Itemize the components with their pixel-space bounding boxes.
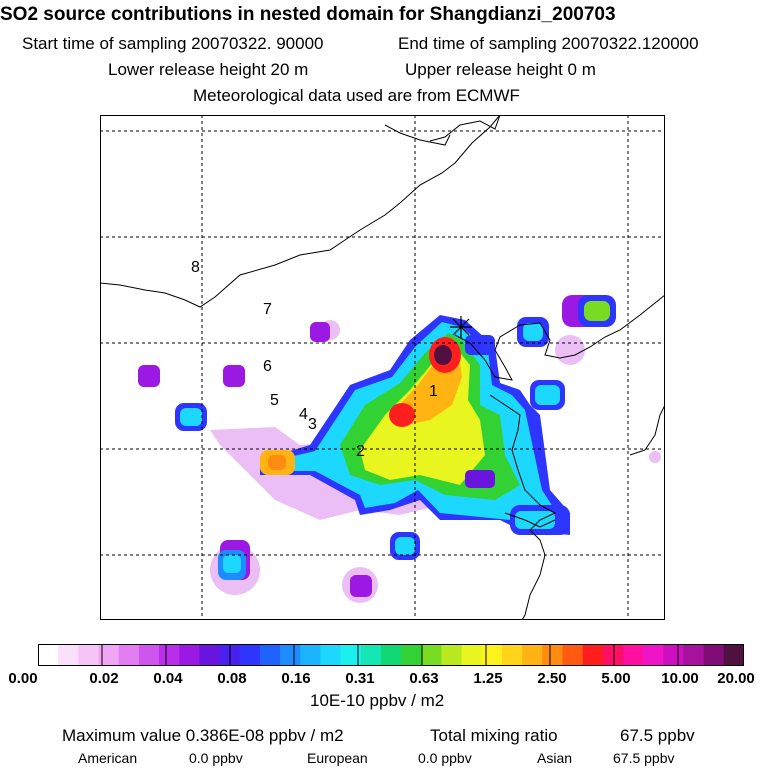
colorbar-swatch: [501, 644, 523, 666]
european-label: European: [307, 750, 368, 766]
colorbar-swatch: [58, 644, 79, 666]
sampling-start-text: Start time of sampling 20070322. 90000: [22, 34, 324, 53]
tick-label: 0.63: [409, 670, 439, 687]
tick-label: 10.00: [661, 670, 699, 687]
grid-lines: [100, 115, 665, 620]
colorbar-swatch: [542, 644, 563, 666]
source-label-1: 1: [429, 383, 438, 400]
colorbar-swatch: [179, 644, 200, 666]
map-panel: 1 2 3 4 5 6 7 8: [100, 115, 665, 620]
source-label-3: 3: [308, 416, 317, 433]
source-label-2: 2: [356, 443, 365, 460]
colorbar-swatches: [37, 644, 745, 666]
colorbar-swatch: [78, 644, 100, 666]
colorbar-swatch: [562, 644, 584, 666]
receptor-marker-icon: [450, 316, 472, 338]
colorbar-swatch: [522, 644, 543, 666]
colorbar-swatch: [643, 644, 664, 666]
sampling-end-text: End time of sampling 20070322.120000: [398, 34, 699, 53]
colorbar-swatch: [259, 644, 281, 666]
colorbar-swatch: [199, 644, 221, 666]
colorbar-swatch: [360, 644, 382, 666]
colorbar-swatch: [602, 644, 624, 666]
colorbar-swatch: [239, 644, 261, 666]
colorbar-swatch: [300, 644, 321, 666]
page-title: SO2 source contributions in nested domai…: [0, 4, 616, 25]
colorbar-swatch: [98, 644, 120, 666]
colorbar-swatch: [159, 644, 180, 666]
american-label: American: [78, 750, 138, 766]
lower-release-text: Lower release height 20 m: [108, 60, 309, 79]
colorbar-swatch: [340, 644, 362, 666]
colorbar-swatch: [723, 644, 745, 666]
colorbar-swatch: [622, 644, 644, 666]
max-value-text: Maximum value 0.386E-08 ppbv / m2: [62, 726, 344, 745]
american-value: 0.0 ppbv: [189, 750, 243, 766]
map-border: [100, 115, 665, 620]
colorbar-swatch: [683, 644, 705, 666]
asian-value: 67.5 ppbv: [613, 750, 675, 766]
source-label-5: 5: [270, 392, 279, 409]
coastlines: [100, 115, 665, 620]
source-label-6: 6: [263, 358, 272, 375]
colorbar-swatch: [118, 644, 140, 666]
tick-label: 0.08: [217, 670, 247, 687]
contribution-map: 1 2 3 4 5 6 7 8: [100, 115, 665, 620]
field-max-core: [434, 345, 452, 365]
colorbar: [37, 644, 745, 666]
tick-label: 0.04: [153, 670, 183, 687]
colorbar-swatch: [138, 644, 160, 666]
tick-label: 5.00: [601, 670, 631, 687]
tick-label: 0.16: [281, 670, 311, 687]
upper-release-text: Upper release height 0 m: [405, 60, 596, 79]
total-mixing-value: 67.5 ppbv: [620, 726, 695, 745]
tick-label: 20.00: [717, 670, 755, 687]
colorbar-swatch: [421, 644, 442, 666]
tick-label: 2.50: [537, 670, 567, 687]
colorbar-swatch: [703, 644, 725, 666]
colorbar-swatch: [38, 644, 59, 666]
colorbar-swatch: [663, 644, 684, 666]
colorbar-swatch: [481, 644, 503, 666]
colorbar-units: 10E-10 ppbv / m2: [310, 691, 445, 710]
source-label-4: 4: [299, 406, 308, 423]
meteo-text: Meteorological data used are from ECMWF: [193, 86, 520, 105]
total-mixing-label: Total mixing ratio: [430, 726, 558, 745]
source-label-7: 7: [263, 301, 272, 318]
tick-label: 1.25: [473, 670, 503, 687]
colorbar-border: [38, 644, 744, 666]
colorbar-swatch: [582, 644, 604, 666]
colorbar-swatch: [320, 644, 342, 666]
tick-label: 0.00: [8, 670, 38, 687]
european-value: 0.0 ppbv: [418, 750, 472, 766]
tick-label: 0.31: [345, 670, 375, 687]
colorbar-swatch: [280, 644, 301, 666]
tick-label: 0.02: [89, 670, 119, 687]
colorbar-swatch: [380, 644, 402, 666]
colorbar-swatch: [401, 644, 422, 666]
field-red-secondary: [389, 403, 415, 427]
colorbar-swatch: [441, 644, 463, 666]
colorbar-swatch: [461, 644, 483, 666]
asian-label: Asian: [537, 750, 573, 766]
source-label-8: 8: [191, 259, 200, 276]
